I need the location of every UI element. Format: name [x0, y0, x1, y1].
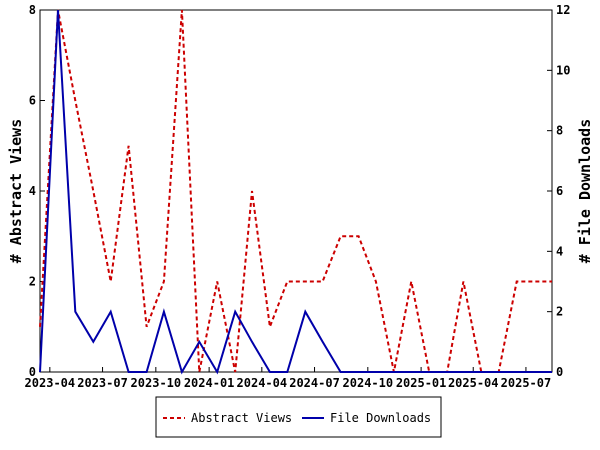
x-tick-label: 2024-10 — [343, 376, 394, 390]
legend-box — [155, 396, 442, 438]
legend: Abstract Views File Downloads — [155, 396, 442, 438]
y2-tick-label: 0 — [556, 365, 563, 379]
x-tick-label: 2023-10 — [131, 376, 182, 390]
y2-tick-label: 6 — [556, 184, 563, 198]
y-tick-label: 0 — [29, 365, 36, 379]
plot-frame — [39, 9, 553, 373]
x-tick-label: 2024-01 — [184, 376, 235, 390]
y2-tick-label: 8 — [556, 124, 563, 138]
y-axis-right: 0 2 4 6 8 10 12 — [547, 3, 570, 379]
y2-tick-label: 2 — [556, 305, 563, 319]
y-tick-label: 4 — [29, 184, 36, 198]
y-tick-label: 2 — [29, 275, 36, 289]
y2-tick-label: 4 — [556, 244, 563, 258]
x-tick-label: 2025-07 — [501, 376, 552, 390]
y-tick-label: 8 — [29, 3, 36, 17]
series-line-abstract-views — [39, 9, 552, 373]
x-axis: 2023-04 2023-07 2023-10 2024-01 2024-04 2024-… — [25, 367, 552, 390]
x-tick-label: 2023-04 — [25, 376, 76, 390]
legend-label-abstract-views: Abstract Views — [191, 411, 292, 425]
y-axis-title: # Abstract Views — [7, 119, 25, 264]
y2-tick-label: 12 — [556, 3, 570, 17]
series-layer — [39, 9, 552, 375]
x-tick-label: 2025-04 — [448, 376, 499, 390]
x-tick-label: 2024-07 — [289, 376, 340, 390]
y-tick-label: 6 — [29, 94, 36, 108]
legend-label-file-downloads: File Downloads — [330, 411, 431, 425]
x-tick-label: 2023-07 — [77, 376, 128, 390]
y2-tick-label: 10 — [556, 63, 570, 77]
series-line-file-downloads — [39, 9, 552, 375]
x-tick-label: 2024-04 — [237, 376, 288, 390]
y2-axis-title: # File Downloads — [576, 119, 594, 264]
x-tick-label: 2025-01 — [396, 376, 447, 390]
